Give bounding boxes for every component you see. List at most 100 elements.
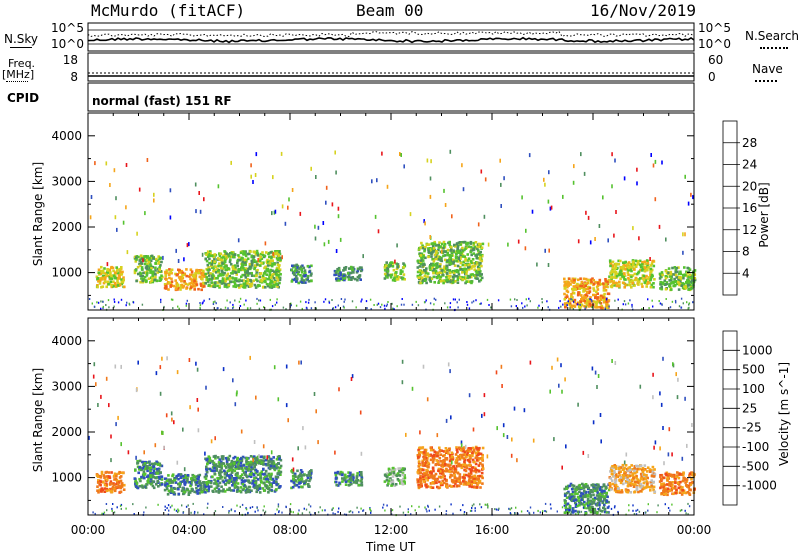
power-echo-cell (614, 276, 618, 279)
power-echo-cell (566, 290, 570, 294)
power-echo-cell (160, 301, 162, 304)
power-echo-cell (692, 195, 694, 200)
velocity-echo-cell (578, 483, 581, 487)
velocity-echo-cell (471, 478, 475, 481)
velocity-echo-cell (426, 453, 430, 457)
power-echo-cell (167, 288, 170, 291)
power-echo-cell (691, 273, 695, 277)
power-echo-cell (256, 268, 259, 272)
power-echo-cell (572, 281, 575, 284)
power-echo-cell (452, 260, 456, 263)
power-echo-cell (687, 275, 690, 279)
power-echo-cell (188, 275, 191, 278)
power-echo-cell (396, 305, 398, 308)
velocity-echo-cell (436, 485, 439, 489)
power-echo-cell (644, 268, 648, 271)
velocity-echo-cell (197, 481, 200, 485)
power-echo-cell (686, 266, 689, 270)
velocity-echo-cell (602, 483, 606, 486)
velocity-echo-cell (579, 501, 582, 505)
power-echo-cell (424, 221, 426, 226)
power-echo-cell (563, 280, 566, 284)
power-echo-cell (273, 263, 276, 266)
power-echo-cell (170, 298, 173, 301)
velocity-echo-cell (138, 477, 141, 481)
power-echo-cell (247, 279, 251, 283)
velocity-echo-cell (565, 496, 569, 499)
power-echo-cell (604, 307, 606, 310)
power-echo-cell (180, 279, 183, 283)
velocity-echo-cell (572, 499, 576, 502)
power-echo-cell (109, 183, 111, 187)
power-echo-cell (619, 277, 622, 280)
velocity-echo-cell (444, 457, 447, 460)
velocity-echo-cell (228, 488, 231, 491)
power-echo-cell (583, 282, 587, 286)
power-echo-cell (623, 176, 626, 181)
velocity-echo-cell (568, 484, 571, 488)
velocity-echo-cell (177, 473, 181, 476)
power-echo-cell (224, 283, 228, 286)
velocity-echo-cell (115, 485, 118, 489)
velocity-echo-cell (423, 448, 427, 452)
velocity-echo-cell (249, 455, 253, 458)
power-echo-cell (338, 268, 341, 272)
power-echo-cell (451, 280, 455, 284)
velocity-echo-cell (580, 486, 583, 490)
velocity-echo-cell (213, 478, 216, 482)
power-echo-cell (255, 278, 258, 281)
power-echo-cell (250, 263, 254, 267)
velocity-echo-cell (291, 485, 295, 489)
power-echo-cell (618, 283, 621, 287)
power-echo-cell (199, 302, 201, 304)
velocity-echo-cell (351, 478, 355, 482)
power-echo-cell (208, 284, 211, 287)
velocity-echo-cell (241, 488, 245, 492)
power-echo-cell (624, 264, 627, 267)
power-echo-cell (301, 264, 304, 268)
power-echo-cell (423, 301, 426, 304)
power-echo-cell (458, 259, 461, 262)
velocity-echo-cell (471, 466, 475, 469)
velocity-echo-cell (134, 481, 137, 484)
velocity-echo-cell (160, 483, 164, 486)
power-echo-cell (453, 264, 457, 267)
velocity-echo-cell (424, 450, 427, 454)
velocity-echo-cell (455, 446, 458, 449)
power-echo-cell (675, 276, 678, 279)
velocity-echo-cell (149, 477, 153, 481)
velocity-echo-cell (607, 500, 610, 504)
power-echo-cell (651, 274, 654, 278)
velocity-echo-cell (160, 475, 164, 478)
velocity-echo-cell (426, 457, 429, 460)
power-echo-cell (387, 263, 391, 267)
power-echo-cell (229, 280, 233, 284)
power-echo-cell (117, 301, 120, 304)
power-echo-cell (165, 278, 168, 281)
power-echo-cell (221, 278, 225, 281)
power-echo-cell (295, 269, 299, 272)
velocity-echo-cell (249, 463, 253, 467)
velocity-echo-cell (422, 480, 426, 483)
velocity-echo-cell (458, 446, 461, 449)
power-echo-cell (230, 160, 232, 165)
velocity-echo-cell (396, 472, 400, 475)
power-echo-cell (213, 253, 217, 256)
velocity-echo-cell (432, 453, 436, 457)
velocity-echo-cell (602, 506, 605, 510)
power-echo-cell (477, 268, 480, 271)
power-echo-cell (606, 292, 610, 295)
power-echo-cell (472, 241, 475, 245)
velocity-echo-cell (477, 464, 481, 467)
power-echo-cell (605, 297, 608, 300)
power-echo-cell (250, 274, 254, 277)
velocity-echo-cell (216, 456, 220, 459)
velocity-echo-cell (272, 479, 276, 483)
velocity-echo-cell (239, 457, 243, 460)
velocity-echo-cell (199, 484, 203, 488)
power-echo-cell (479, 278, 483, 282)
velocity-echo-cell (470, 482, 473, 486)
power-echo-cell (317, 225, 320, 230)
velocity-echo-cell (216, 477, 219, 480)
velocity-echo-cell (152, 465, 156, 468)
